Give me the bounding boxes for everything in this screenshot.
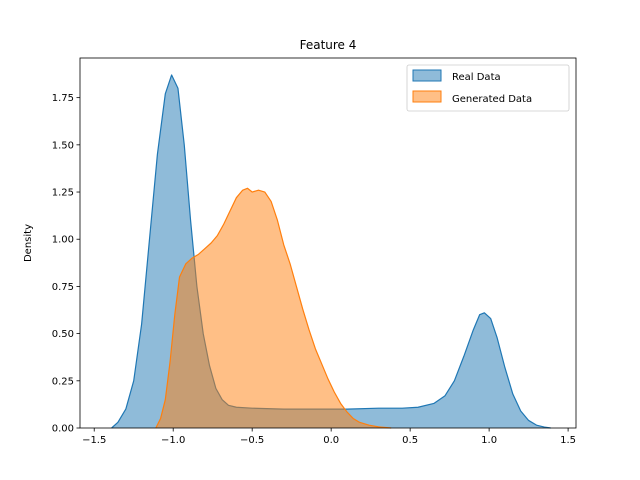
- legend: Real Data Generated Data: [406, 64, 570, 112]
- x-tick-label: −1.5: [82, 435, 106, 446]
- legend-label-generated-data: Generated Data: [452, 94, 532, 105]
- density-line-generated-data: [155, 187, 392, 429]
- y-tick-label: 0.00: [52, 424, 74, 435]
- y-axis-label: Density: [23, 224, 34, 262]
- plot-frame: [79, 57, 577, 429]
- area-fill-generated-data: [155, 188, 392, 428]
- y-tick-label: 1.75: [52, 93, 74, 104]
- series-layer: [111, 74, 551, 429]
- area-fill-real-data: [111, 74, 551, 429]
- legend-swatch-generated-data: [412, 90, 442, 103]
- y-tick-label: 1.50: [52, 140, 74, 151]
- legend-swatch-real-data: [412, 69, 442, 82]
- x-tick-label: 1.5: [560, 435, 576, 446]
- y-axis-ticks: 0.00 0.25 0.50 0.75 1.00 1.25 1.50 1.75: [52, 93, 80, 435]
- x-tick-label: −0.5: [240, 435, 264, 446]
- y-tick-label: 0.25: [52, 376, 74, 387]
- x-tick-label: 0.0: [323, 435, 339, 446]
- legend-box: [406, 64, 570, 112]
- y-tick-label: 0.50: [52, 329, 74, 340]
- y-tick-label: 0.75: [52, 282, 74, 293]
- y-tick-label: 1.00: [52, 235, 74, 246]
- y-tick-label: 1.25: [52, 188, 74, 199]
- x-tick-label: −1.0: [161, 435, 185, 446]
- legend-label-real-data: Real Data: [452, 72, 501, 83]
- x-tick-label: 1.0: [481, 435, 497, 446]
- x-tick-label: 0.5: [402, 435, 418, 446]
- x-axis-ticks: −1.5 −1.0 −0.5 0.0 0.5 1.0 1.5: [82, 428, 576, 446]
- chart-title: Feature 4: [300, 38, 357, 52]
